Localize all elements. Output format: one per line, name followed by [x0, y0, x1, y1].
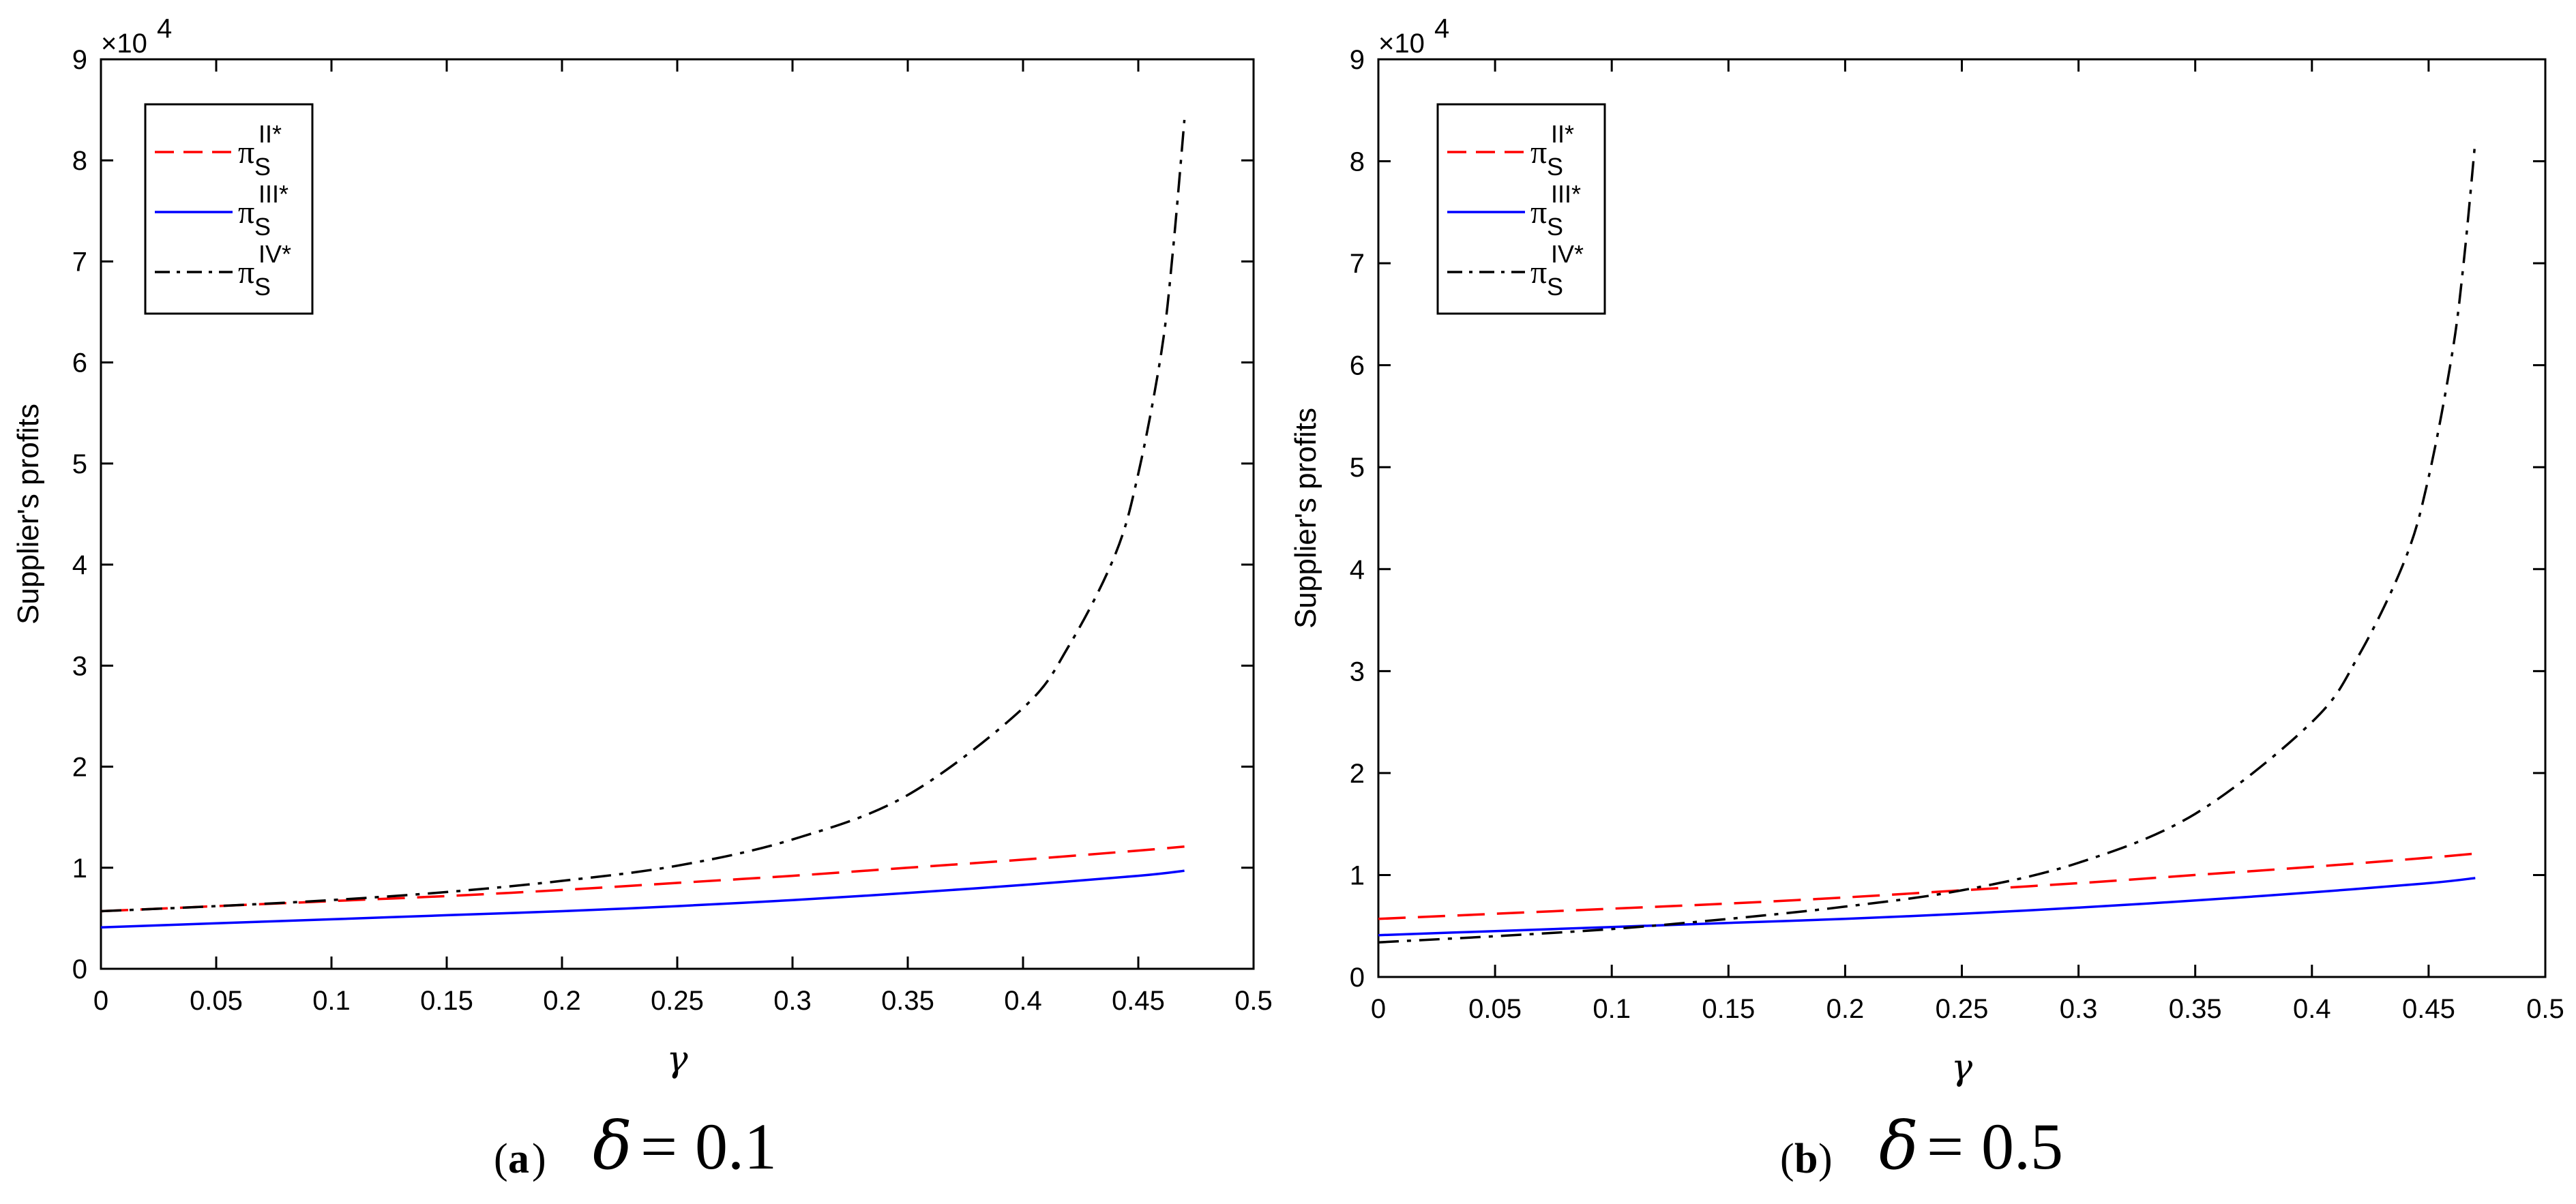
chart-panel-b: 0 0.05 0.1 0.15 0.2 0.25 0.3 0.35 0.4 0.45 0.5 0 1 2 3…	[1289, 14, 2564, 1184]
caption-letter: a	[508, 1136, 529, 1182]
series-line-iistar	[100, 845, 1185, 913]
y-tick-label: 7	[1350, 249, 1365, 279]
legend-superscript: IV*	[1551, 240, 1584, 268]
caption-letter: b	[1794, 1136, 1818, 1182]
exponent-power: 4	[1434, 14, 1449, 44]
y-tick-label: 3	[72, 651, 87, 681]
y-tick-label: 9	[72, 45, 87, 75]
x-axis-label: γ	[1951, 1047, 1973, 1088]
legend-subscript: S	[254, 213, 271, 241]
series-line-iistar	[1378, 852, 2476, 920]
y-axis-label: Supplier's profits	[12, 404, 45, 624]
x-tick-label: 0.25	[651, 986, 704, 1016]
x-tick-label: 0.25	[1936, 994, 1989, 1024]
y-tick-label: 9	[1350, 45, 1365, 75]
x-tick-label: 0.05	[190, 986, 243, 1016]
y-tick-label: 6	[1350, 351, 1365, 381]
caption-parameter: δ	[1879, 1108, 1919, 1184]
legend-superscript: IV*	[258, 240, 291, 268]
y-tick-label: 2	[1350, 759, 1365, 789]
legend-subscript: S	[1547, 153, 1563, 181]
x-tick-label: 0.15	[420, 986, 473, 1016]
panel-caption: (a) δ = 0.1	[494, 1108, 777, 1184]
x-tick-label: 0.45	[1112, 986, 1165, 1016]
y-tick-label: 1	[72, 854, 87, 884]
y-tick-label: 0	[72, 954, 87, 984]
exponent-power: 4	[157, 14, 172, 44]
caption-paren-close: )	[532, 1136, 546, 1182]
y-tick-label: 6	[72, 348, 87, 378]
y-tick-label: 7	[72, 247, 87, 277]
legend-superscript: III*	[258, 180, 288, 208]
y-tick-label: 3	[1350, 657, 1365, 687]
legend-subscript: S	[254, 153, 271, 181]
legend-symbol: π	[1530, 254, 1547, 290]
y-tick-label: 5	[72, 449, 87, 479]
x-tick-label: 0.5	[1234, 986, 1273, 1016]
legend-superscript: II*	[258, 120, 282, 148]
legend-symbol: π	[238, 194, 254, 230]
exponent-label: ×10	[1378, 29, 1425, 59]
x-tick-label: 0.1	[1593, 994, 1631, 1024]
x-tick-label: 0.45	[2402, 994, 2455, 1024]
caption-equals: =	[640, 1110, 677, 1183]
x-tick-label: 0.5	[2526, 994, 2564, 1024]
series-line-iiistar	[100, 869, 1185, 929]
legend-box	[144, 103, 314, 315]
caption-paren-open: (	[494, 1136, 508, 1182]
x-tick-label: 0	[1371, 994, 1386, 1024]
exponent-label: ×10	[101, 29, 147, 59]
y-tick-label: 4	[72, 550, 87, 580]
y-tick-label: 1	[1350, 860, 1365, 890]
caption-equals: =	[1927, 1110, 1964, 1183]
x-tick-label: 0.2	[1826, 994, 1865, 1024]
x-tick-label: 0.3	[2060, 994, 2098, 1024]
x-tick-label: 0.05	[1468, 994, 1522, 1024]
caption-paren-open: (	[1780, 1136, 1794, 1182]
x-tick-label: 0.35	[2169, 994, 2222, 1024]
y-tick-label: 0	[1350, 963, 1365, 993]
chart-panel-a: 0 0.05 0.1 0.15 0.2 0.25 0.3 0.35 0.4 0.45 0.50123…	[12, 14, 1273, 1184]
legend-symbol: π	[238, 134, 254, 170]
x-axis-label: γ	[666, 1039, 688, 1080]
legend-subscript: S	[1547, 273, 1563, 301]
caption-paren-close: )	[1818, 1136, 1833, 1182]
y-tick-label: 5	[1350, 453, 1365, 483]
x-tick-label: 0.3	[773, 986, 812, 1016]
x-tick-label: 0.15	[1702, 994, 1755, 1024]
x-tick-label: 0.35	[881, 986, 934, 1016]
caption-value: 0.5	[1981, 1110, 2063, 1183]
legend-box	[1436, 103, 1606, 315]
x-tick-label: 0.1	[312, 986, 351, 1016]
legend-symbol: π	[238, 254, 254, 290]
x-tick-label: 0.2	[543, 986, 581, 1016]
y-axis-label: Supplier's profits	[1289, 408, 1322, 629]
series-line-ivstar	[100, 119, 1186, 913]
legend-superscript: III*	[1551, 180, 1581, 208]
panel-caption: (b) δ = 0.5	[1780, 1108, 2063, 1184]
series-line-iiistar	[1378, 877, 2476, 937]
y-tick-label: 8	[1350, 147, 1365, 177]
y-tick-label: 2	[72, 753, 87, 783]
x-tick-label: 0	[93, 986, 108, 1016]
x-tick-label: 0.4	[1004, 986, 1042, 1016]
series-line-ivstar	[1378, 140, 2477, 944]
legend-symbol: π	[1530, 134, 1547, 170]
y-tick-label: 8	[72, 146, 87, 176]
y-tick-label: 4	[1350, 555, 1365, 585]
caption-value: 0.1	[695, 1110, 777, 1183]
legend-subscript: S	[254, 273, 271, 301]
legend-symbol: π	[1530, 194, 1547, 230]
legend-superscript: II*	[1551, 120, 1574, 148]
caption-parameter: δ	[593, 1108, 632, 1184]
legend-subscript: S	[1547, 213, 1563, 241]
x-tick-label: 0.4	[2293, 994, 2331, 1024]
